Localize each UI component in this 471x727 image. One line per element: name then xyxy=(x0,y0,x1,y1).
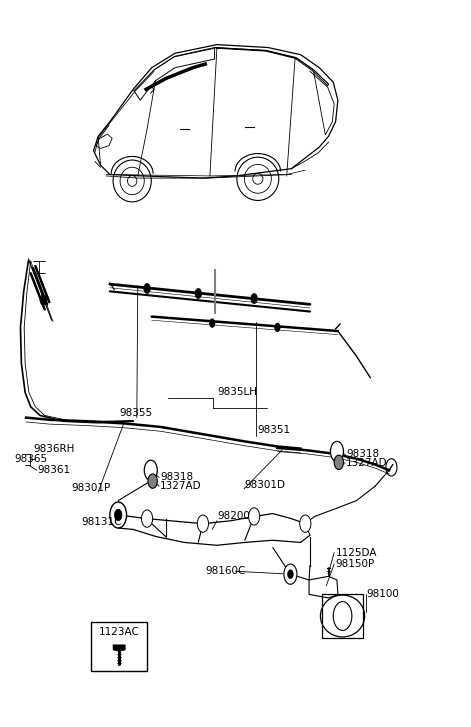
Circle shape xyxy=(210,318,215,327)
Text: 98301D: 98301D xyxy=(245,480,286,490)
Text: 98150P: 98150P xyxy=(335,559,375,569)
Text: 98318: 98318 xyxy=(346,449,380,459)
Circle shape xyxy=(334,455,343,470)
Circle shape xyxy=(197,515,209,532)
Text: 9836RH: 9836RH xyxy=(33,443,74,454)
Circle shape xyxy=(148,474,157,489)
Text: 98318: 98318 xyxy=(160,473,193,483)
Text: 1125DA: 1125DA xyxy=(335,547,377,558)
Text: 98100: 98100 xyxy=(367,590,399,599)
Text: 1327AD: 1327AD xyxy=(160,481,202,491)
Circle shape xyxy=(110,502,127,528)
Circle shape xyxy=(288,570,293,579)
Circle shape xyxy=(300,515,311,532)
Circle shape xyxy=(144,284,150,294)
Circle shape xyxy=(40,295,47,305)
Text: 1123AC: 1123AC xyxy=(99,627,139,637)
Text: 98361: 98361 xyxy=(38,465,71,475)
Polygon shape xyxy=(113,645,125,651)
Text: 98200: 98200 xyxy=(217,512,250,521)
Text: 98355: 98355 xyxy=(119,408,152,417)
Circle shape xyxy=(275,323,280,332)
Text: 98365: 98365 xyxy=(15,454,48,465)
Text: 1327AD: 1327AD xyxy=(346,458,388,468)
Circle shape xyxy=(141,510,153,527)
Text: 98351: 98351 xyxy=(258,425,291,435)
Text: 9835LH: 9835LH xyxy=(217,387,257,398)
Circle shape xyxy=(144,460,157,481)
Text: 98301P: 98301P xyxy=(72,483,111,493)
Circle shape xyxy=(195,289,202,299)
Circle shape xyxy=(114,509,122,521)
Circle shape xyxy=(251,294,257,304)
Circle shape xyxy=(331,441,343,462)
Circle shape xyxy=(284,564,297,585)
Circle shape xyxy=(333,601,352,630)
Text: 98131C: 98131C xyxy=(81,517,122,527)
Text: 98160C: 98160C xyxy=(205,566,245,577)
Circle shape xyxy=(249,507,260,525)
